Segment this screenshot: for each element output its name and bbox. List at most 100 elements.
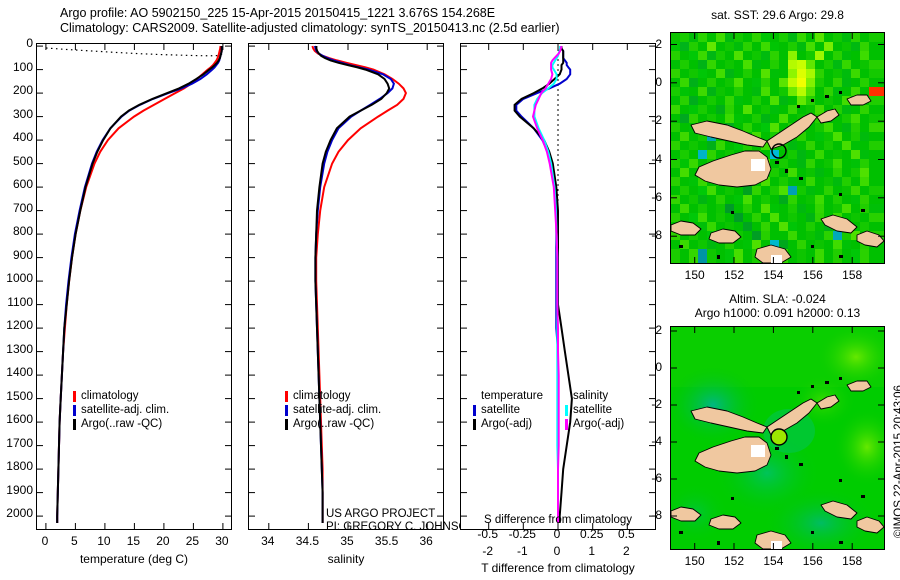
temp-xtick-10: 10 [97,534,111,548]
sst-map-panel[interactable] [670,32,885,264]
salinity-profile-panel: climatology satellite-adj. clim. Argo(..… [248,43,444,530]
legend-label-salinity-satellite: satellite [573,404,613,416]
temperature-surface-dotted-line [45,47,224,57]
depth-tick-1100: 1100 [7,294,33,309]
depth-tick-300: 300 [12,106,33,121]
sst-map-svg[interactable] [671,33,884,263]
legend-swatch-satellite-adj-salinity [285,404,288,416]
temperature-profile-panel: climatology satellite-adj. clim. Argo(..… [36,43,232,530]
legend-item-salinity-argo: Argo(-adj) [565,417,624,431]
temperature-plot-svg [37,44,231,529]
depth-tick-1600: 1600 [6,412,33,426]
depth-tick-1800: 1800 [6,459,33,473]
salinity-plot-svg [249,44,443,529]
sst-lat-neg4: -4 [651,151,662,166]
float-position-marker-sla[interactable] [770,428,788,446]
legend-title-temperature: temperature [481,390,544,402]
sla-lat-neg2: -2 [651,397,662,411]
sst-lat-neg6: -6 [651,189,662,204]
legend-label-satellite-adj: satellite-adj. clim. [81,404,170,416]
sla-lon-152: 152 [723,554,745,568]
depth-tick-1400: 1400 [6,365,33,379]
sst-lon-158: 158 [842,268,863,282]
sdiff-xtick-neg0.25: -0.25 [508,527,536,541]
legend-item-climatology: climatology [73,389,169,403]
temp-xtick-20: 20 [156,534,170,548]
legend-item-satellite-adj: satellite-adj. clim. [73,403,169,417]
sst-lat-0: 0 [655,74,662,89]
legend-label-temperature-argo: Argo(-adj) [481,418,533,430]
sla-lat-neg6: -6 [651,471,662,485]
sst-lon-156: 156 [802,268,823,282]
difference-plot-svg [461,44,655,529]
difference-legend-salinity-column: salinity satellite Argo(-adj) [565,389,624,431]
temp-xtick-5: 5 [71,534,78,548]
depth-tick-2000: 2000 [6,506,33,520]
legend-swatch-temperature-satellite [473,404,476,416]
legend-label-salinity-argo: Argo(-adj) [573,418,625,430]
coastline-detail [679,91,865,259]
sst-map-ticks [671,33,884,263]
depth-tick-1500: 1500 [6,388,33,403]
sdiff-xtick-0.5: 0.5 [617,527,635,541]
temperature-argo-curve [56,46,223,523]
sst-lon-154: 154 [763,268,784,282]
depth-tick-400: 400 [12,130,33,144]
legend-swatch-salinity-argo [565,418,569,430]
sla-lon-150: 150 [684,554,705,568]
sst-lat-2: 2 [655,36,662,51]
sst-lat-neg2: -2 [651,113,662,128]
legend-label-climatology: climatology [81,390,139,402]
depth-tick-1700: 1700 [6,435,33,450]
legend-swatch-climatology-salinity [285,390,288,402]
sla-map-title-line2: Argo h1000: 0.091 h2000: 0.13 [694,306,861,320]
legend-swatch-argo [73,418,76,430]
legend-label-temperature-satellite: satellite [481,404,520,416]
argo-project-credit-line1: US ARGO PROJECT [326,508,436,520]
sal-xtick-35.5: 35.5 [374,534,399,548]
salinity-argo-curve [314,46,391,523]
legend-item-climatology-salinity: climatology [285,389,381,403]
sst-map-title: sat. SST: 29.6 Argo: 29.8 [711,8,844,22]
difference-legend: temperature satellite Argo(-adj) salinit… [473,389,624,431]
legend-label-argo: Argo(..raw -QC) [81,418,163,430]
temp-xtick-15: 15 [126,534,141,548]
difference-ticks [461,44,655,529]
legend-swatch-argo-salinity [285,418,288,430]
sst-lon-152: 152 [723,268,745,282]
figure-title-line2: Climatology: CARS2009. Satellite-adjuste… [60,21,560,35]
temperature-legend: climatology satellite-adj. clim. Argo(..… [73,389,169,431]
float-position-marker[interactable] [771,143,787,159]
legend-item-salinity-satellite: satellite [565,403,624,417]
tdiff-xtick-2: 2 [622,544,630,558]
legend-item-temperature-argo: Argo(-adj) [473,417,543,431]
salinity-ticks [249,44,443,529]
sla-lon-154: 154 [763,554,784,568]
sst-lat-neg8: -8 [651,228,662,243]
depth-tick-1900: 1900 [6,482,33,497]
legend-swatch-climatology [73,390,76,402]
legend-item-argo: Argo(..raw -QC) [73,417,169,431]
legend-item-satellite-adj-salinity: satellite-adj. clim. [285,403,381,417]
depth-tick-0: 0 [26,36,33,50]
legend-swatch-temperature-argo [473,418,476,430]
temp-xtick-30: 30 [215,534,229,548]
figure-title-line1: Argo profile: AO 5902150_225 15-Apr-2015… [60,6,496,20]
sla-map-svg[interactable] [671,327,884,549]
sla-lon-158: 158 [842,554,863,568]
sst-pixels [671,33,884,263]
temperature-satellite-adj-curve [56,46,223,523]
legend-label-satellite-adj-salinity: satellite-adj. clim. [293,404,382,416]
sal-xtick-34.5: 34.5 [295,534,320,548]
sal-xtick-36: 36 [419,534,433,548]
sla-map-panel[interactable] [670,326,885,550]
sdiff-xtick-neg0.5: -0.5 [477,527,499,541]
depth-tick-700: 700 [12,200,33,215]
legend-item-temperature-satellite: satellite [473,403,543,417]
salinity-climatology-curve [311,45,408,523]
sdiff-xtick-0: 0 [553,527,561,541]
depth-tick-800: 800 [12,224,33,238]
depth-tick-200: 200 [12,83,33,97]
tdiff-xtick-1: 1 [588,544,596,558]
sal-xtick-34: 34 [261,534,275,548]
